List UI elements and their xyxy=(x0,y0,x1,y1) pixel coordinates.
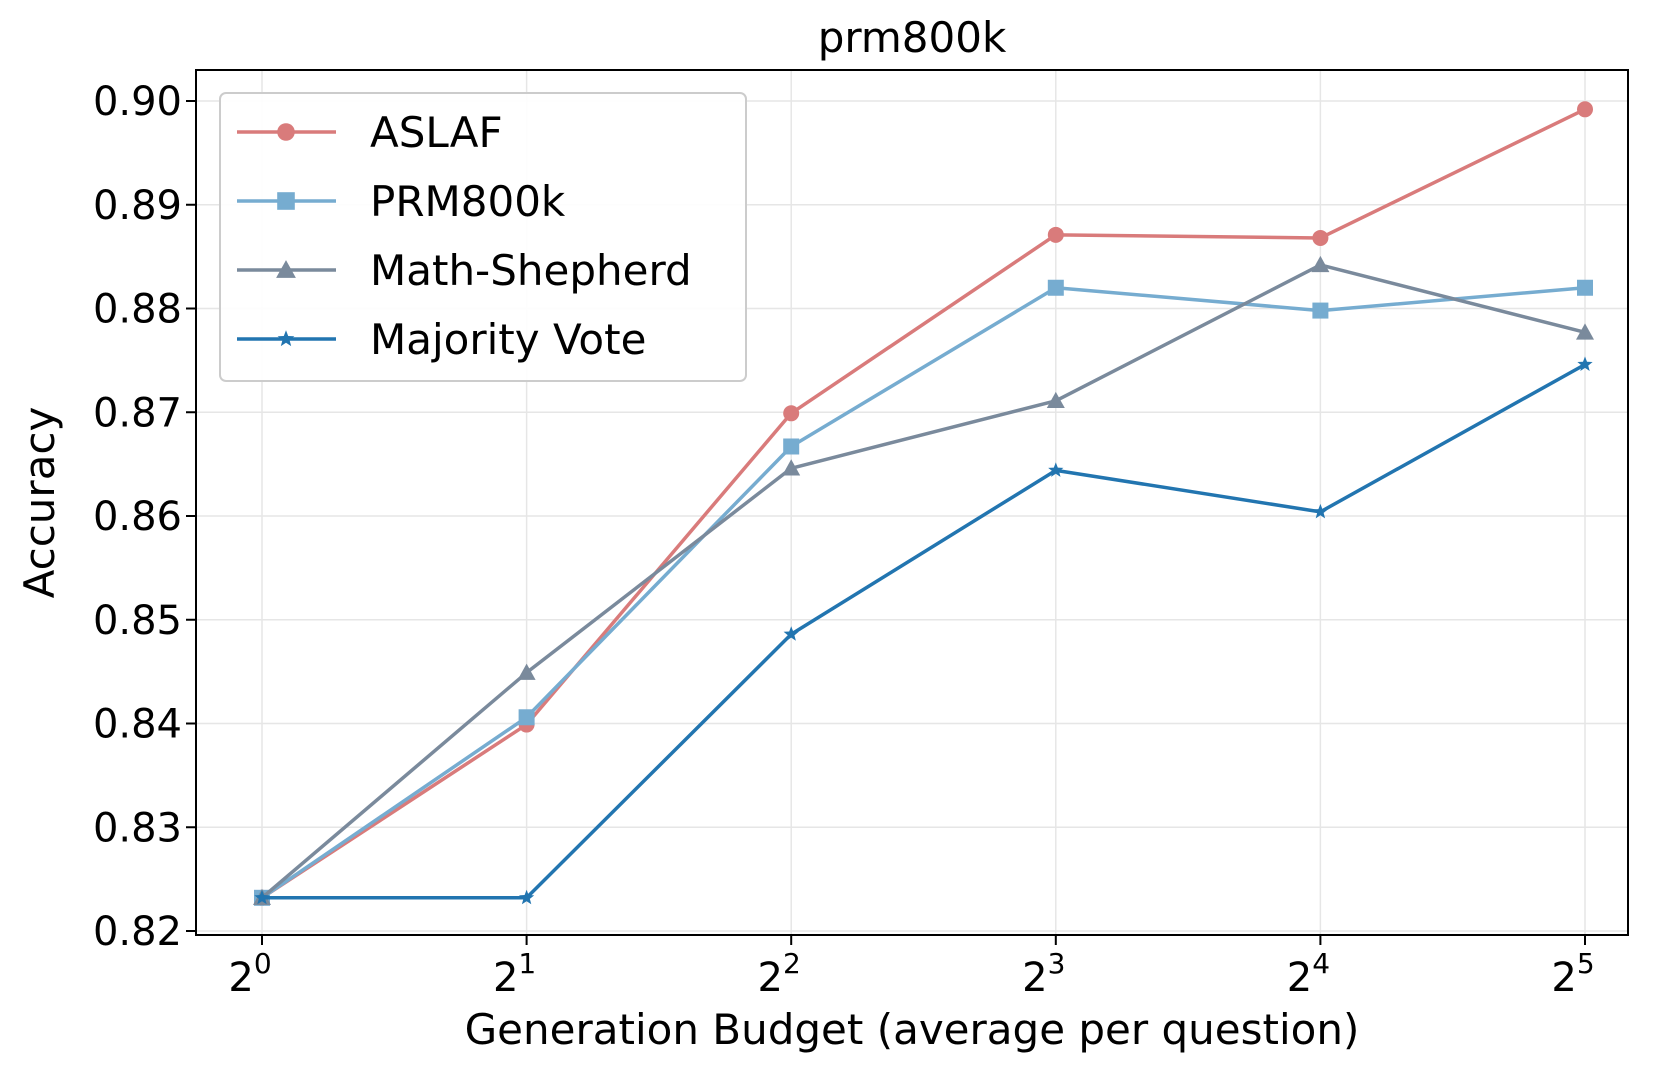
data-point xyxy=(1577,101,1593,118)
chart-title: prm800k xyxy=(818,13,1007,62)
x-tick-base: 2 xyxy=(228,955,253,1001)
data-point xyxy=(1046,391,1065,409)
data-point xyxy=(1577,279,1593,296)
y-tick-label: 0.88 xyxy=(93,287,182,333)
data-point xyxy=(254,889,270,905)
data-point xyxy=(1312,229,1329,246)
x-tick-base: 2 xyxy=(1022,955,1047,1001)
y-tick-label: 0.87 xyxy=(93,390,182,436)
data-point xyxy=(518,709,535,726)
data-point xyxy=(277,192,295,210)
data-point xyxy=(1576,323,1594,340)
x-tick-exponent: 5 xyxy=(1577,947,1595,980)
x-tick-exponent: 4 xyxy=(1312,947,1330,980)
y-tick-label: 0.82 xyxy=(93,909,182,955)
data-point xyxy=(1047,279,1064,296)
data-point xyxy=(517,663,536,680)
series-line xyxy=(261,286,1586,900)
x-tick-exponent: 1 xyxy=(518,947,536,980)
series-math-shepherd xyxy=(253,255,1594,905)
legend-item: Math-Shepherd xyxy=(237,246,692,295)
y-tick-label: 0.86 xyxy=(93,494,182,540)
legend-label: Math-Shepherd xyxy=(370,246,692,295)
y-tick-label: 0.89 xyxy=(93,183,182,229)
y-tick-label: 0.83 xyxy=(93,805,182,851)
x-tick-exponent: 0 xyxy=(254,947,272,980)
legend-item: PRM800k xyxy=(237,177,566,226)
data-point xyxy=(276,260,296,278)
x-tick-label: 25 xyxy=(1551,947,1594,1001)
y-tick-label: 0.84 xyxy=(93,702,182,748)
y-tick-label: 0.90 xyxy=(93,79,182,125)
data-point xyxy=(1312,302,1329,319)
data-point xyxy=(1311,255,1330,273)
y-axis: 0.82 0.83 0.84 0.85 0.86 0.87 0.88 0.89 0.90 xyxy=(93,79,196,955)
legend-item: Majority Vote xyxy=(237,315,646,364)
data-point xyxy=(1577,356,1593,371)
x-tick-label: 20 xyxy=(228,947,271,1001)
x-tick-exponent: 3 xyxy=(1048,947,1066,980)
x-tick-base: 2 xyxy=(493,955,518,1001)
data-point xyxy=(277,330,295,347)
legend-item: ASLAF xyxy=(237,108,503,157)
data-point xyxy=(1048,462,1064,477)
data-point xyxy=(782,459,801,476)
y-axis-title: Accuracy xyxy=(15,407,64,599)
x-tick-label: 21 xyxy=(493,947,536,1001)
legend: ASLAF PRM800k Math-Shepherd Majority Vote xyxy=(219,92,747,382)
x-tick-base: 2 xyxy=(758,955,783,1001)
legend-label: Majority Vote xyxy=(370,315,646,364)
x-axis: 20 21 22 23 24 25 xyxy=(228,935,1595,1001)
legend-label: PRM800k xyxy=(370,177,566,226)
x-tick-exponent: 2 xyxy=(783,947,801,980)
series-group xyxy=(253,101,1594,906)
series-prm800k xyxy=(254,279,1593,906)
x-axis-title: Generation Budget (average per question) xyxy=(465,1005,1360,1054)
x-tick-label: 24 xyxy=(1287,947,1330,1001)
y-tick-label: 0.85 xyxy=(93,598,182,644)
data-point xyxy=(518,889,535,905)
series-majority-vote xyxy=(254,356,1593,905)
series-line xyxy=(260,263,1586,900)
data-point xyxy=(783,626,799,641)
data-point xyxy=(1312,503,1329,519)
data-point xyxy=(783,438,800,455)
x-tick-base: 2 xyxy=(1287,955,1312,1001)
data-point xyxy=(1047,226,1064,243)
x-tick-base: 2 xyxy=(1551,955,1576,1001)
x-tick-label: 22 xyxy=(758,947,801,1001)
plot-frame xyxy=(195,69,1629,936)
data-point xyxy=(783,405,800,422)
data-point xyxy=(277,123,295,141)
x-tick-label: 23 xyxy=(1022,947,1065,1001)
series-line xyxy=(262,362,1586,900)
legend-box xyxy=(219,92,747,382)
series-line xyxy=(261,107,1586,900)
legend-label: ASLAF xyxy=(370,108,503,157)
